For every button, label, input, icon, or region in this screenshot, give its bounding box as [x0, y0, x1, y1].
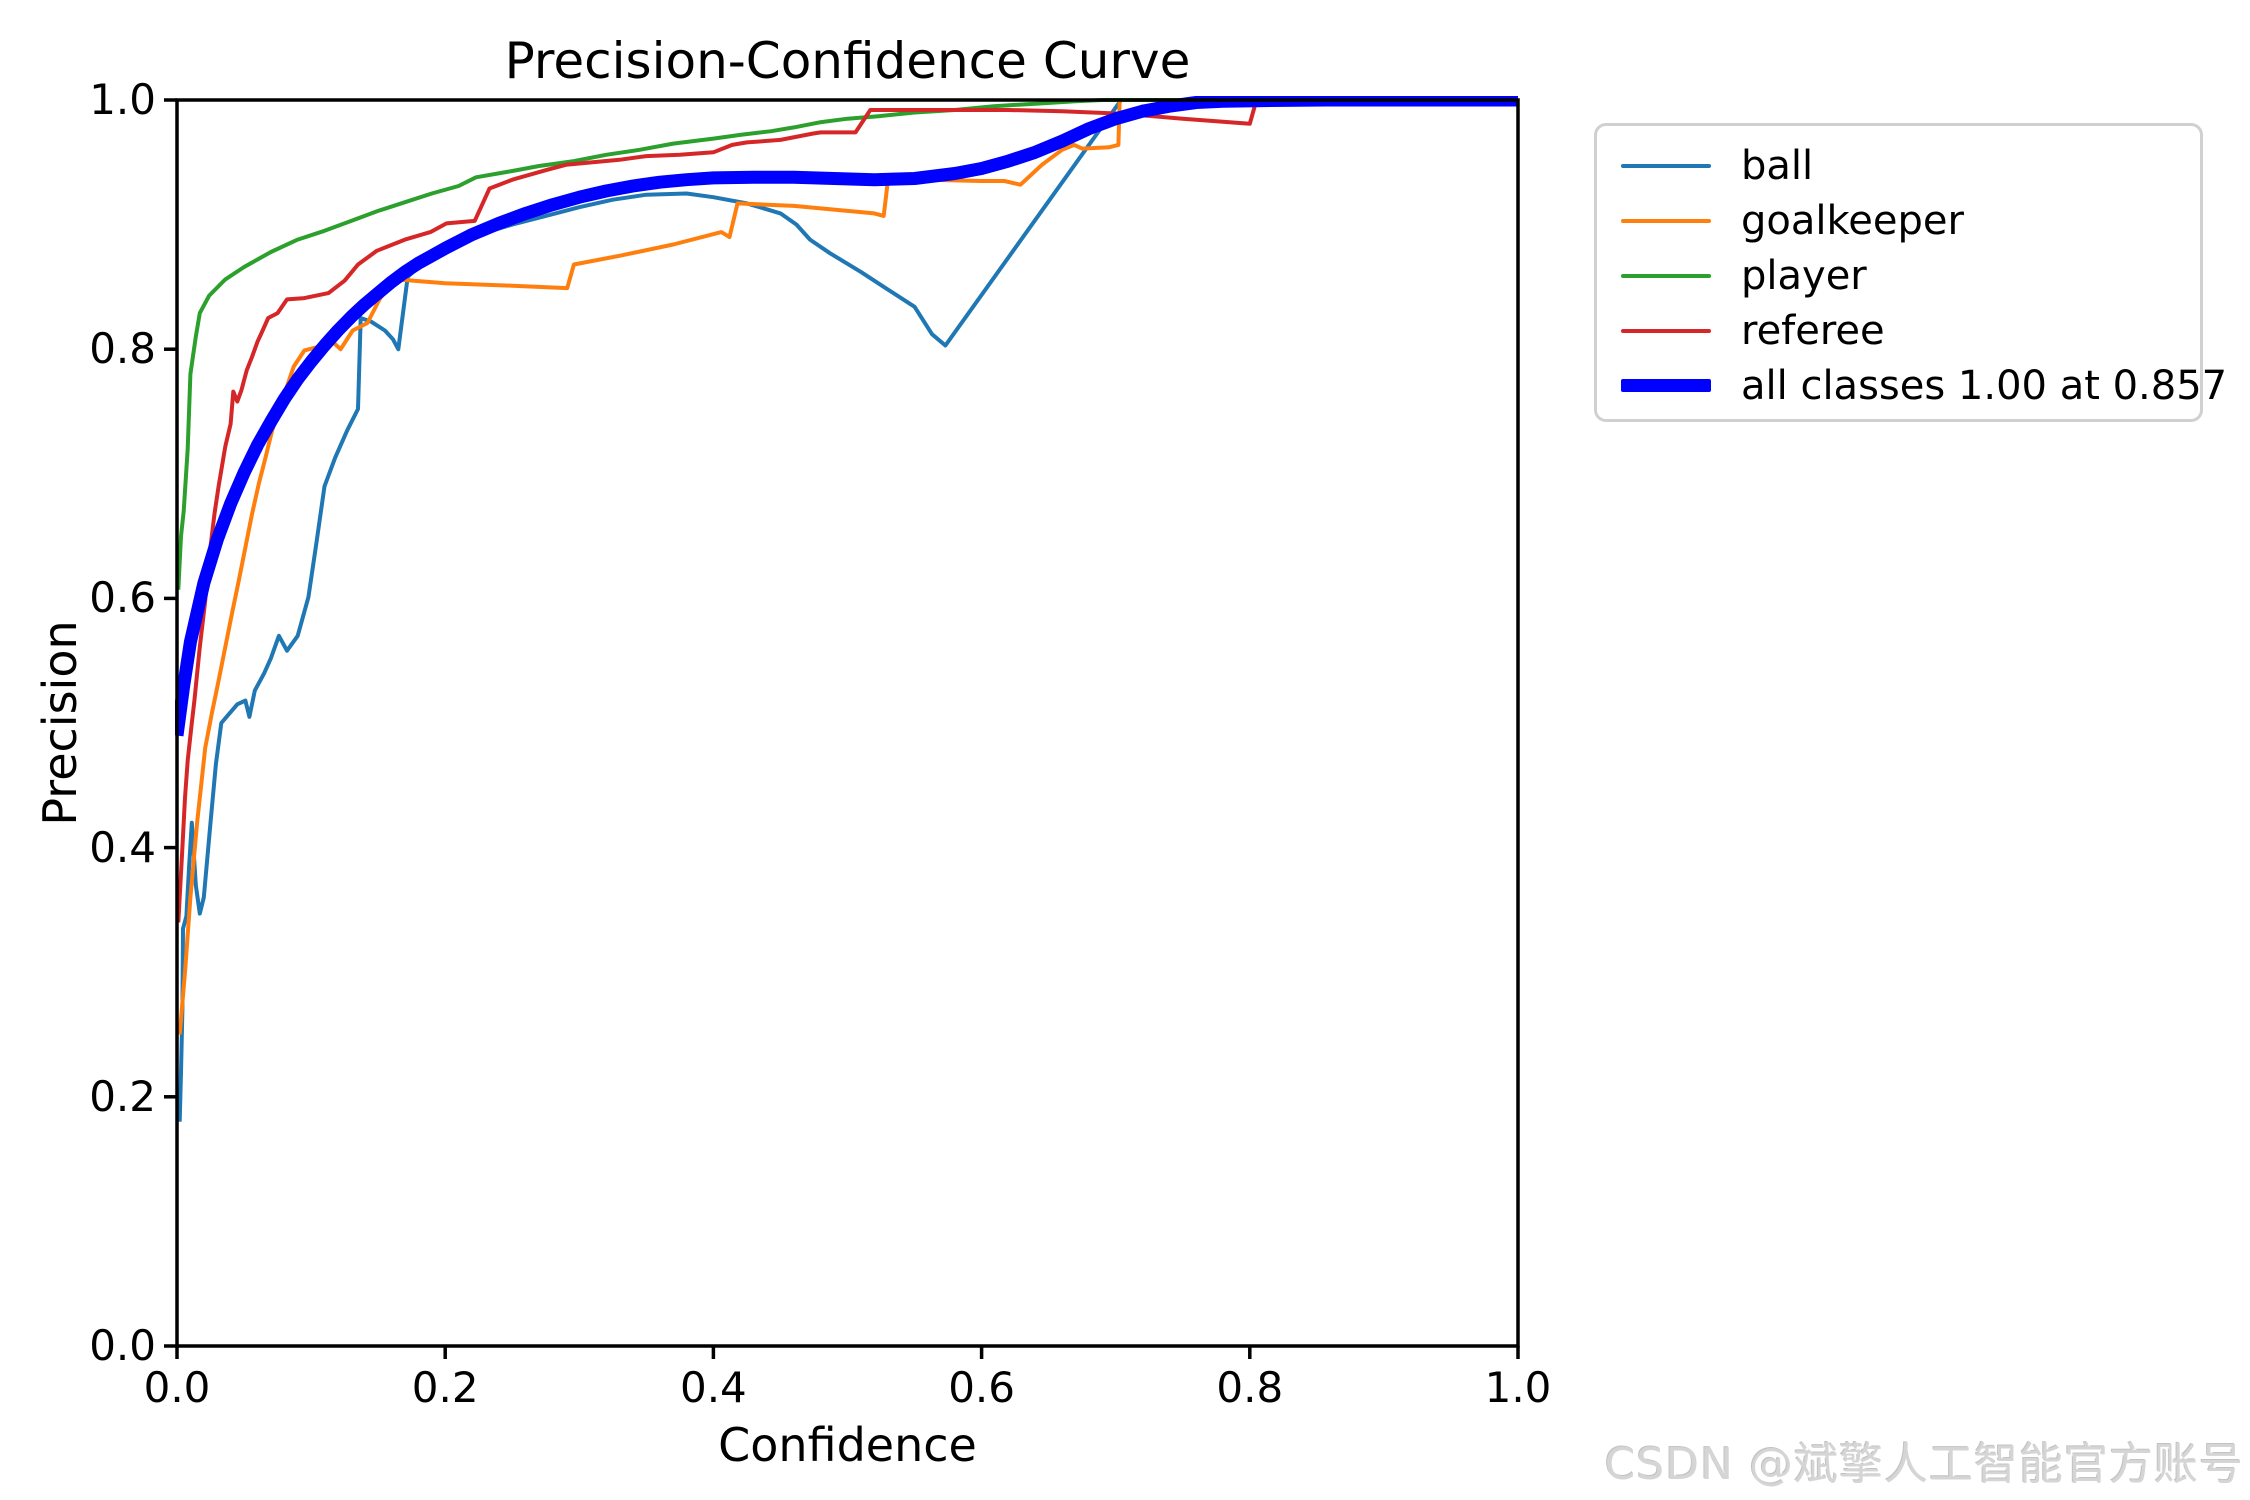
x-tick-label: 0.4: [679, 1363, 747, 1412]
legend-line-sample: [1621, 328, 1711, 333]
legend-line-sample: [1621, 273, 1711, 278]
series-line-all: [175, 96, 1518, 737]
legend-item-player: player: [1613, 248, 2200, 303]
y-tick-label: 0.6: [89, 573, 156, 623]
legend-item-goalkeeper: goalkeeper: [1613, 193, 2200, 248]
series-line-goalkeeper: [177, 98, 1518, 1035]
y-tick-label: 1.0: [89, 75, 156, 124]
series-line-ball: [177, 98, 1518, 1122]
watermark: CSDN @斌擎人工智能官方账号: [1604, 1439, 2244, 1490]
legend-box: ball goalkeeper player referee all classes 1…: [1594, 123, 2227, 422]
y-tick-label: 0.8: [89, 324, 156, 374]
y-tick-label: 0.2: [89, 1071, 156, 1121]
legend-item-label: referee: [1741, 307, 1885, 354]
y-tick-label: 0.4: [89, 822, 156, 872]
legend-line-sample: [1621, 163, 1711, 168]
x-tick-label: 0.0: [143, 1363, 211, 1412]
chart-title: Precision-Confidence Curve: [504, 32, 1191, 90]
x-tick-label: 0.6: [948, 1363, 1015, 1412]
x-tick-label: 1.0: [1484, 1363, 1552, 1412]
legend-item-referee: referee: [1613, 303, 2200, 358]
y-tick-label: 0.0: [89, 1321, 156, 1370]
legend-item-label: ball: [1741, 142, 1814, 189]
legend-item-label: goalkeeper: [1741, 197, 1964, 244]
legend-line-sample: [1621, 218, 1711, 223]
legend-item-label: all classes 1.00 at 0.857: [1741, 362, 2228, 409]
plot-border: [175, 98, 1520, 1348]
x-axis-label: Confidence: [718, 1418, 977, 1472]
legend-item-label: player: [1741, 252, 1867, 299]
series-line-player: [176, 98, 1518, 590]
series-line-referee: [176, 98, 1518, 923]
y-axis-label-text: Precision: [33, 620, 87, 826]
x-tick-label: 0.2: [411, 1363, 479, 1412]
x-tick-label: 0.8: [1216, 1363, 1284, 1412]
legend-item-ball: ball: [1613, 138, 2200, 193]
legend-item-all: all classes 1.00 at 0.857: [1613, 358, 2227, 413]
legend-line-sample: [1621, 379, 1711, 392]
